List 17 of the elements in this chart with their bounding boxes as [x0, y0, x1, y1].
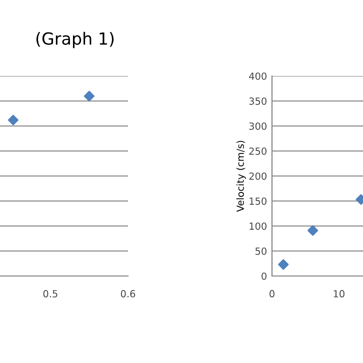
y-tick-label: 50 [256, 247, 266, 255]
x-tick-label: 0.5 [43, 290, 58, 298]
y-tick-label: 100 [250, 222, 266, 230]
y-tick-label: 150 [250, 197, 266, 205]
point [278, 259, 289, 270]
y-tick-label: 250 [249, 147, 266, 155]
y-tick-label: 300 [249, 122, 266, 130]
y-tick-label: 350 [249, 97, 266, 105]
x-tick-label: 10 [334, 290, 344, 298]
y-tick-label: 0 [262, 272, 266, 280]
x-tick-label: 0 [270, 290, 274, 298]
y-tick-label: 400 [249, 72, 266, 80]
chart-title: (Graph 1) [36, 32, 114, 48]
y-tick-label: 200 [249, 172, 266, 180]
point [308, 225, 318, 236]
y-axis-title: Velocity (cm/s) [236, 140, 246, 212]
x-tick-label: 0.6 [120, 290, 136, 298]
